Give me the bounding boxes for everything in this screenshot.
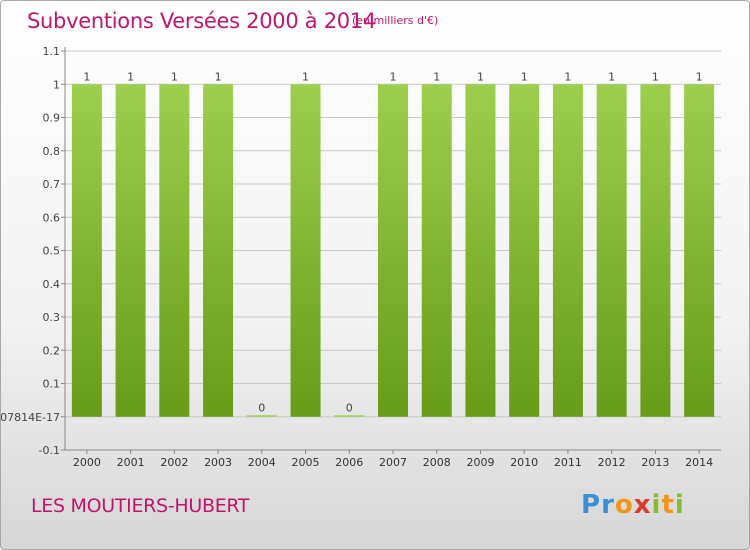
y-tick-label: -0.1 xyxy=(39,444,60,457)
bar xyxy=(71,84,102,417)
y-tick-label: 0.7 xyxy=(43,178,61,191)
x-tick-label: 2009 xyxy=(466,456,494,469)
y-tick-label: 0.6 xyxy=(43,211,61,224)
y-tick-label: 0.2 xyxy=(43,344,61,357)
bar-value-label: 1 xyxy=(83,70,90,83)
y-tick-label: 0.5 xyxy=(43,245,61,258)
bar-value-label: 1 xyxy=(477,70,484,83)
y-tick-label: 0.3 xyxy=(43,311,61,324)
chart-unit-label: (en milliers d'€) xyxy=(352,14,439,27)
bar xyxy=(246,415,277,417)
bar xyxy=(115,84,146,417)
x-tick-label: 2010 xyxy=(510,456,538,469)
bar-value-label: 1 xyxy=(652,70,659,83)
commune-name: LES MOUTIERS-HUBERT xyxy=(31,495,250,517)
bar-value-label: 1 xyxy=(521,70,528,83)
bar-value-label: 1 xyxy=(696,70,703,83)
x-tick-label: 2011 xyxy=(554,456,582,469)
y-tick-label: 0.4 xyxy=(43,278,61,291)
bar xyxy=(596,84,627,417)
y-tick-label: 1.1 xyxy=(43,45,61,58)
x-tick-label: 2012 xyxy=(598,456,626,469)
bar xyxy=(509,84,540,417)
bar xyxy=(552,84,583,417)
bar-value-label: 1 xyxy=(390,70,397,83)
bar xyxy=(684,84,715,417)
proxiti-logo[interactable]: Proxiti xyxy=(581,490,685,520)
bar-value-label: 1 xyxy=(302,70,309,83)
y-tick-label: 0.9 xyxy=(43,112,61,125)
bar-value-label: 1 xyxy=(127,70,134,83)
x-tick-label: 2004 xyxy=(248,456,276,469)
bar-value-label: 1 xyxy=(564,70,571,83)
x-tick-label: 2008 xyxy=(423,456,451,469)
y-tick-label: 0.8 xyxy=(43,145,61,158)
bar-value-label: 1 xyxy=(433,70,440,83)
x-tick-label: 2002 xyxy=(160,456,188,469)
x-tick-label: 2003 xyxy=(204,456,232,469)
bar xyxy=(159,84,190,417)
bar-value-label: 1 xyxy=(215,70,222,83)
x-tick-label: 2000 xyxy=(73,456,101,469)
bar-value-label: 0 xyxy=(346,401,353,414)
bar xyxy=(290,84,321,417)
x-tick-label: 2007 xyxy=(379,456,407,469)
bar-value-label: 1 xyxy=(171,70,178,83)
x-tick-label: 2013 xyxy=(641,456,669,469)
bar-value-label: 1 xyxy=(608,70,615,83)
y-tick-label: 1 xyxy=(53,78,60,91)
chart-title: Subventions Versées 2000 à 2014 xyxy=(27,9,376,33)
bar xyxy=(378,84,408,417)
x-tick-label: 2014 xyxy=(685,456,713,469)
x-tick-label: 2001 xyxy=(117,456,145,469)
bar-value-label: 0 xyxy=(258,401,265,414)
bar xyxy=(334,415,365,417)
bar xyxy=(640,84,671,417)
bar xyxy=(421,84,452,417)
x-tick-label: 2006 xyxy=(335,456,363,469)
y-tick-label: 0.1 xyxy=(43,378,61,391)
bar xyxy=(203,84,234,417)
x-tick-label: 2005 xyxy=(292,456,320,469)
bar xyxy=(465,84,496,417)
y-tick-label: 1.3877787807814E-17 xyxy=(1,411,60,424)
